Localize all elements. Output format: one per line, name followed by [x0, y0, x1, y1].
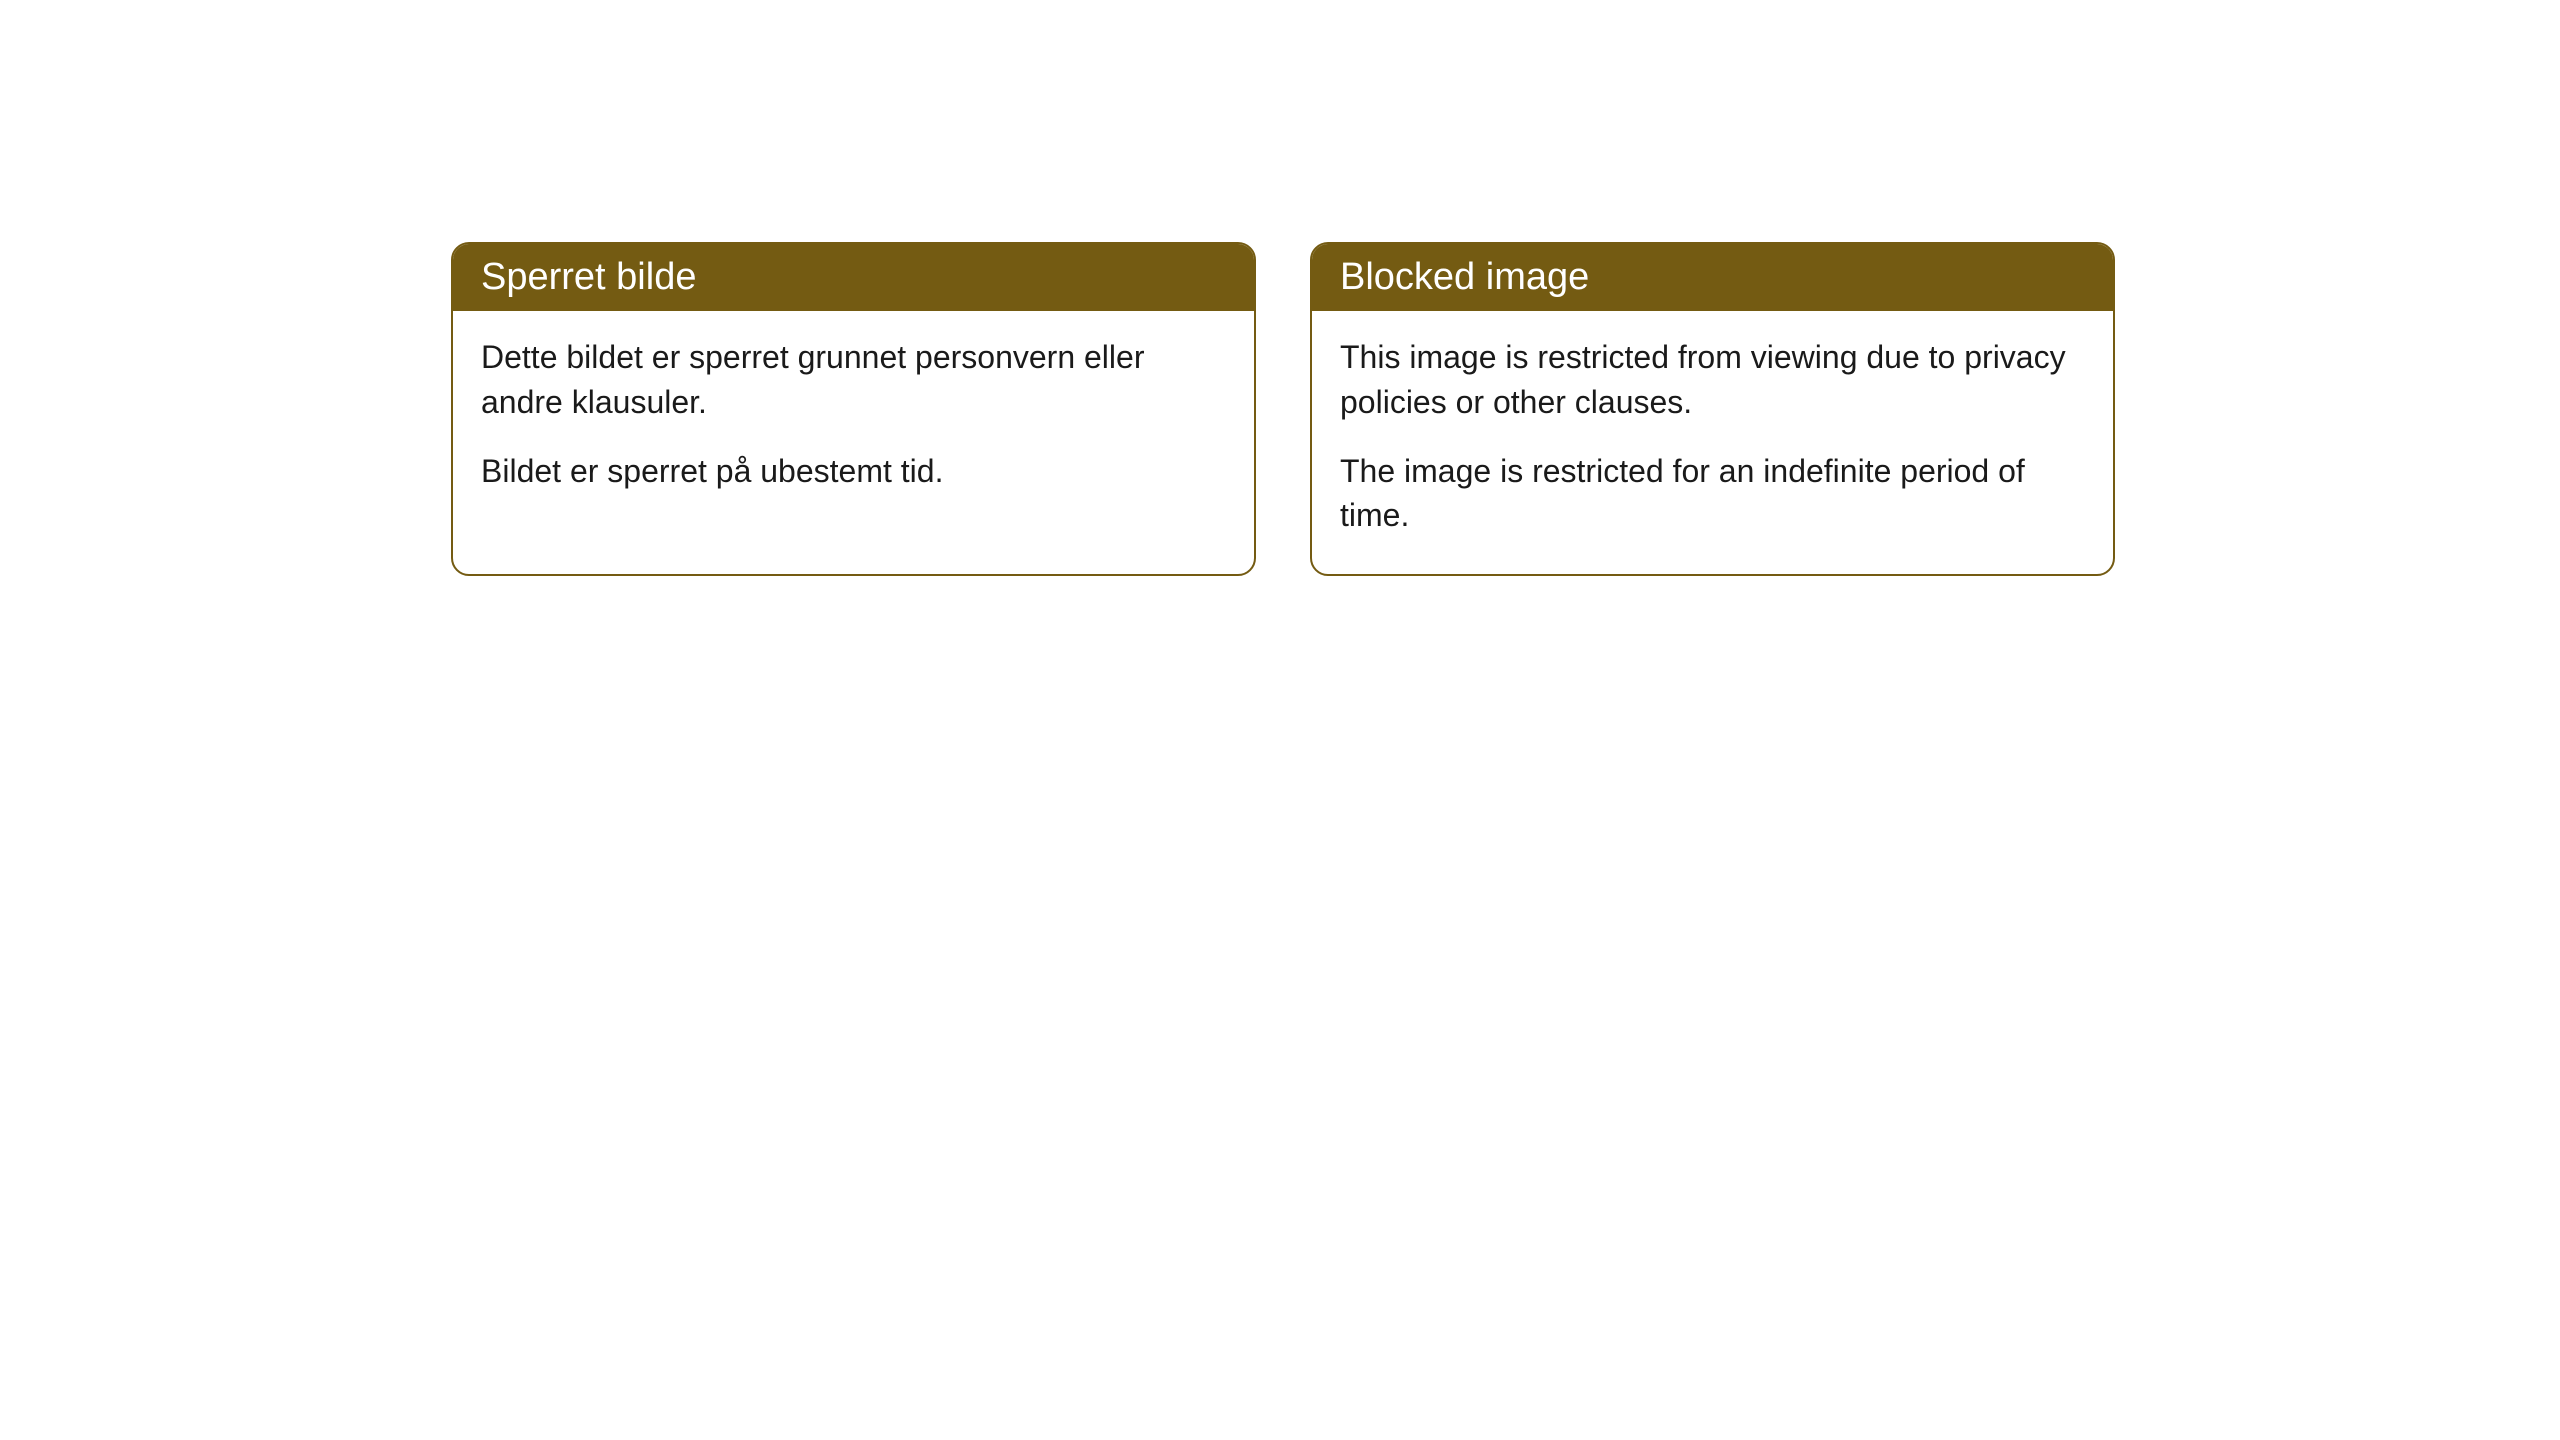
blocked-image-card-english: Blocked image This image is restricted f…	[1310, 242, 2115, 576]
card-header: Blocked image	[1312, 244, 2113, 311]
blocked-image-card-norwegian: Sperret bilde Dette bildet er sperret gr…	[451, 242, 1256, 576]
card-body: Dette bildet er sperret grunnet personve…	[453, 311, 1254, 529]
card-paragraph: Dette bildet er sperret grunnet personve…	[481, 335, 1226, 425]
card-paragraph: The image is restricted for an indefinit…	[1340, 449, 2085, 539]
card-body: This image is restricted from viewing du…	[1312, 311, 2113, 574]
card-paragraph: Bildet er sperret på ubestemt tid.	[481, 449, 1226, 494]
card-paragraph: This image is restricted from viewing du…	[1340, 335, 2085, 425]
notice-cards-container: Sperret bilde Dette bildet er sperret gr…	[451, 242, 2115, 576]
card-header: Sperret bilde	[453, 244, 1254, 311]
